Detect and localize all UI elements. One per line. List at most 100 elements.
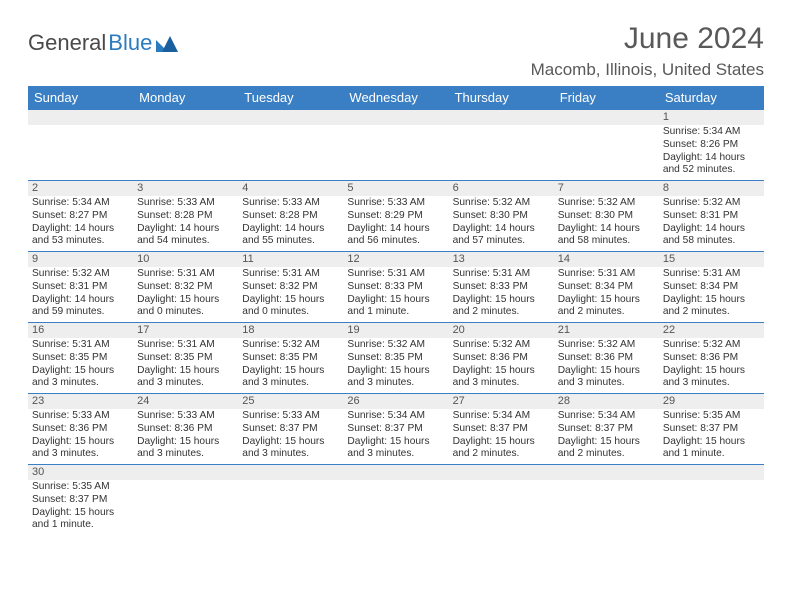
week-row: 1 Sunrise: 5:34 AMSunset: 8:26 PMDayligh… bbox=[28, 110, 764, 181]
day-number: 22 bbox=[659, 323, 764, 338]
dow-friday: Friday bbox=[554, 86, 659, 110]
month-title: June 2024 bbox=[531, 22, 764, 56]
day-cell bbox=[554, 125, 659, 180]
daylight-text-2: and 1 minute. bbox=[347, 306, 444, 319]
sunrise-text: Sunrise: 5:33 AM bbox=[242, 197, 339, 210]
day-number: 15 bbox=[659, 252, 764, 267]
sunrise-text: Sunrise: 5:32 AM bbox=[32, 268, 129, 281]
daylight-text-1: Daylight: 15 hours bbox=[663, 294, 760, 307]
daylight-text-1: Daylight: 15 hours bbox=[137, 365, 234, 378]
day-cell: Sunrise: 5:33 AMSunset: 8:37 PMDaylight:… bbox=[238, 409, 343, 464]
week-daynums: 16171819202122 bbox=[28, 323, 764, 338]
sunrise-text: Sunrise: 5:32 AM bbox=[558, 339, 655, 352]
daylight-text-2: and 0 minutes. bbox=[137, 306, 234, 319]
location-text: Macomb, Illinois, United States bbox=[531, 60, 764, 80]
day-number: 13 bbox=[449, 252, 554, 267]
week-body: Sunrise: 5:32 AMSunset: 8:31 PMDaylight:… bbox=[28, 267, 764, 322]
daylight-text-2: and 3 minutes. bbox=[347, 448, 444, 461]
dow-thursday: Thursday bbox=[449, 86, 554, 110]
day-cell bbox=[554, 480, 659, 535]
sunrise-text: Sunrise: 5:33 AM bbox=[137, 197, 234, 210]
day-cell: Sunrise: 5:34 AMSunset: 8:37 PMDaylight:… bbox=[449, 409, 554, 464]
sunset-text: Sunset: 8:35 PM bbox=[347, 352, 444, 365]
sunrise-text: Sunrise: 5:31 AM bbox=[242, 268, 339, 281]
sunrise-text: Sunrise: 5:33 AM bbox=[347, 197, 444, 210]
day-cell bbox=[343, 125, 448, 180]
sunrise-text: Sunrise: 5:31 AM bbox=[453, 268, 550, 281]
day-cell bbox=[28, 125, 133, 180]
day-number: 4 bbox=[238, 181, 343, 196]
daylight-text-2: and 52 minutes. bbox=[663, 164, 760, 177]
sunset-text: Sunset: 8:37 PM bbox=[32, 494, 129, 507]
daylight-text-1: Daylight: 15 hours bbox=[32, 436, 129, 449]
week-body: Sunrise: 5:35 AMSunset: 8:37 PMDaylight:… bbox=[28, 480, 764, 535]
sunrise-text: Sunrise: 5:31 AM bbox=[663, 268, 760, 281]
daylight-text-2: and 3 minutes. bbox=[242, 377, 339, 390]
daylight-text-2: and 59 minutes. bbox=[32, 306, 129, 319]
dow-wednesday: Wednesday bbox=[343, 86, 448, 110]
day-number bbox=[554, 110, 659, 125]
day-of-week-header: Sunday Monday Tuesday Wednesday Thursday… bbox=[28, 86, 764, 110]
logo-text-blue: Blue bbox=[108, 30, 152, 56]
day-cell: Sunrise: 5:32 AMSunset: 8:36 PMDaylight:… bbox=[659, 338, 764, 393]
day-cell: Sunrise: 5:33 AMSunset: 8:36 PMDaylight:… bbox=[28, 409, 133, 464]
weeks-container: 1 Sunrise: 5:34 AMSunset: 8:26 PMDayligh… bbox=[28, 110, 764, 535]
week-body: Sunrise: 5:31 AMSunset: 8:35 PMDaylight:… bbox=[28, 338, 764, 393]
day-cell: Sunrise: 5:32 AMSunset: 8:30 PMDaylight:… bbox=[554, 196, 659, 251]
sunrise-text: Sunrise: 5:35 AM bbox=[32, 481, 129, 494]
day-number: 30 bbox=[28, 465, 133, 480]
daylight-text-1: Daylight: 15 hours bbox=[347, 365, 444, 378]
daylight-text-2: and 56 minutes. bbox=[347, 235, 444, 248]
day-number bbox=[343, 465, 448, 480]
day-number: 24 bbox=[133, 394, 238, 409]
day-number bbox=[343, 110, 448, 125]
daylight-text-1: Daylight: 15 hours bbox=[32, 365, 129, 378]
daylight-text-2: and 3 minutes. bbox=[347, 377, 444, 390]
week-daynums: 9101112131415 bbox=[28, 252, 764, 267]
day-cell: Sunrise: 5:35 AMSunset: 8:37 PMDaylight:… bbox=[659, 409, 764, 464]
week-body: Sunrise: 5:34 AMSunset: 8:27 PMDaylight:… bbox=[28, 196, 764, 251]
day-number: 21 bbox=[554, 323, 659, 338]
sunrise-text: Sunrise: 5:31 AM bbox=[558, 268, 655, 281]
daylight-text-1: Daylight: 14 hours bbox=[663, 152, 760, 165]
day-number: 16 bbox=[28, 323, 133, 338]
day-cell: Sunrise: 5:33 AMSunset: 8:28 PMDaylight:… bbox=[133, 196, 238, 251]
calendar: Sunday Monday Tuesday Wednesday Thursday… bbox=[28, 86, 764, 535]
daylight-text-1: Daylight: 15 hours bbox=[137, 294, 234, 307]
daylight-text-2: and 2 minutes. bbox=[558, 448, 655, 461]
sunset-text: Sunset: 8:27 PM bbox=[32, 210, 129, 223]
daylight-text-2: and 2 minutes. bbox=[453, 448, 550, 461]
day-cell: Sunrise: 5:31 AMSunset: 8:33 PMDaylight:… bbox=[343, 267, 448, 322]
day-number bbox=[449, 465, 554, 480]
day-number bbox=[133, 110, 238, 125]
sunset-text: Sunset: 8:35 PM bbox=[137, 352, 234, 365]
week-row: 30Sunrise: 5:35 AMSunset: 8:37 PMDayligh… bbox=[28, 465, 764, 535]
sunset-text: Sunset: 8:33 PM bbox=[453, 281, 550, 294]
sunset-text: Sunset: 8:36 PM bbox=[137, 423, 234, 436]
sunset-text: Sunset: 8:32 PM bbox=[137, 281, 234, 294]
week-daynums: 30 bbox=[28, 465, 764, 480]
day-number: 19 bbox=[343, 323, 448, 338]
daylight-text-1: Daylight: 14 hours bbox=[137, 223, 234, 236]
daylight-text-2: and 3 minutes. bbox=[32, 448, 129, 461]
day-number bbox=[238, 110, 343, 125]
daylight-text-1: Daylight: 14 hours bbox=[663, 223, 760, 236]
day-cell: Sunrise: 5:31 AMSunset: 8:32 PMDaylight:… bbox=[133, 267, 238, 322]
day-cell: Sunrise: 5:31 AMSunset: 8:33 PMDaylight:… bbox=[449, 267, 554, 322]
daylight-text-1: Daylight: 15 hours bbox=[453, 294, 550, 307]
day-cell bbox=[238, 480, 343, 535]
dow-tuesday: Tuesday bbox=[238, 86, 343, 110]
week-daynums: 23242526272829 bbox=[28, 394, 764, 409]
day-number: 9 bbox=[28, 252, 133, 267]
day-number: 8 bbox=[659, 181, 764, 196]
daylight-text-1: Daylight: 15 hours bbox=[663, 365, 760, 378]
daylight-text-1: Daylight: 15 hours bbox=[453, 436, 550, 449]
sunrise-text: Sunrise: 5:32 AM bbox=[663, 339, 760, 352]
day-number: 26 bbox=[343, 394, 448, 409]
sunrise-text: Sunrise: 5:32 AM bbox=[663, 197, 760, 210]
logo-mark-icon bbox=[156, 34, 180, 52]
day-cell: Sunrise: 5:31 AMSunset: 8:32 PMDaylight:… bbox=[238, 267, 343, 322]
week-row: 9101112131415Sunrise: 5:32 AMSunset: 8:3… bbox=[28, 252, 764, 323]
daylight-text-2: and 54 minutes. bbox=[137, 235, 234, 248]
daylight-text-1: Daylight: 15 hours bbox=[242, 365, 339, 378]
